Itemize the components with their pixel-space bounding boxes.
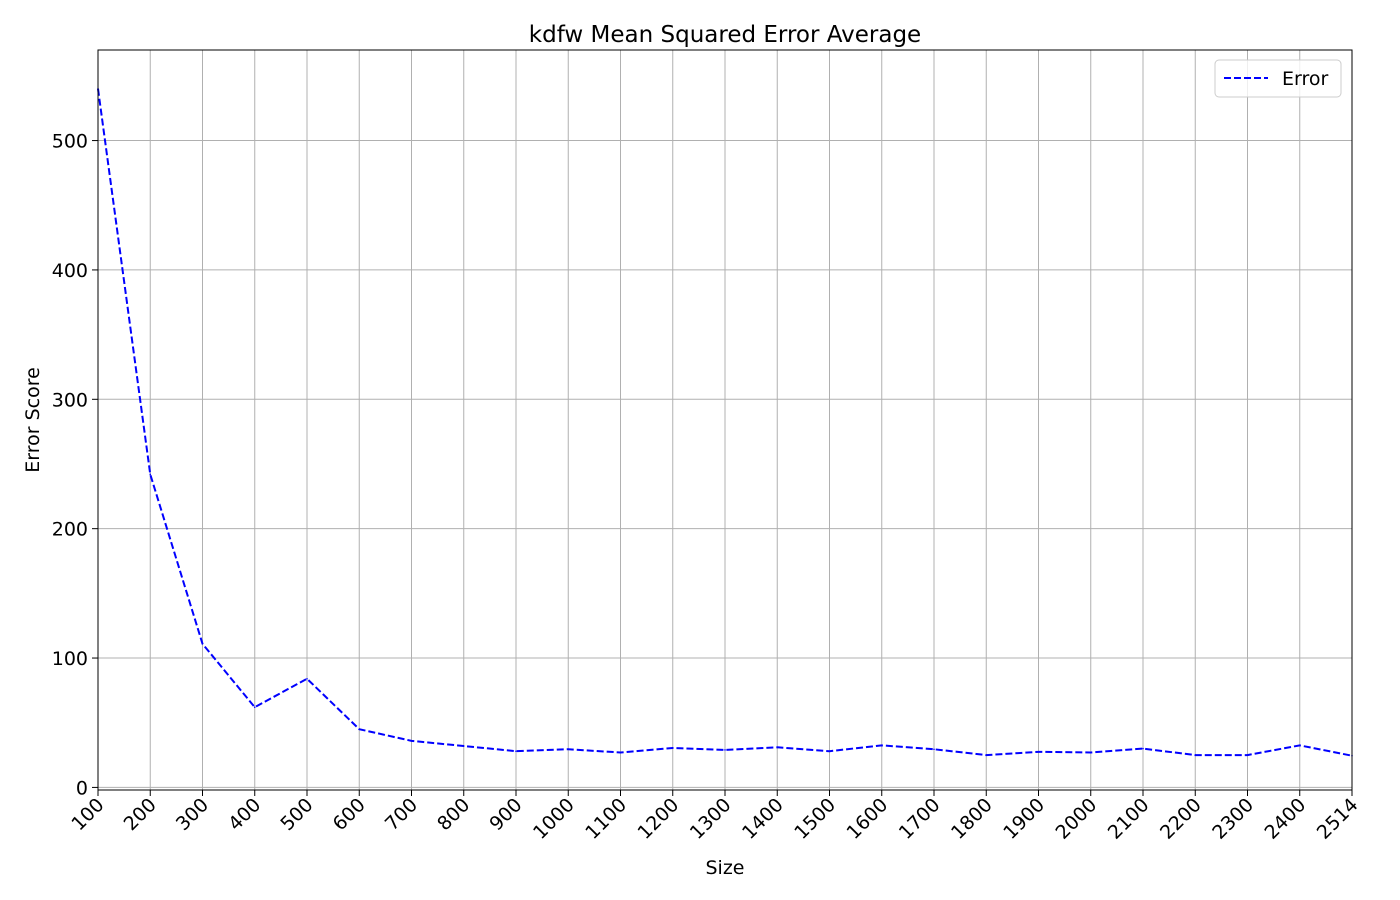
- data-point: [985, 754, 988, 756]
- y-tick-label: 100: [52, 648, 88, 670]
- data-point: [410, 740, 413, 742]
- data-point: [671, 747, 674, 749]
- data-point: [724, 749, 726, 751]
- y-tick-label: 400: [52, 260, 88, 282]
- data-point: [933, 748, 935, 751]
- x-tick-label: 1900: [999, 794, 1049, 844]
- x-tick-label: 1000: [529, 794, 579, 844]
- x-tick-label: 1200: [634, 794, 684, 844]
- x-tick-label: 600: [329, 794, 370, 835]
- x-tick-label: 700: [381, 794, 422, 835]
- x-tick-label: 900: [485, 794, 526, 835]
- x-tick-label: 300: [172, 794, 213, 835]
- data-point: [1246, 754, 1249, 756]
- data-point: [306, 677, 308, 680]
- data-point: [776, 746, 779, 749]
- data-point: [358, 728, 361, 730]
- x-tick-label: 1800: [947, 794, 997, 844]
- x-tick-label: 2100: [1104, 794, 1154, 844]
- x-tick-label: 100: [67, 794, 108, 835]
- x-tick-label: 2514: [1313, 794, 1363, 844]
- x-tick-label: 400: [224, 794, 265, 835]
- x-tick-label: 500: [276, 794, 317, 835]
- y-tick-label: 200: [52, 519, 88, 541]
- y-tick-label: 0: [76, 777, 88, 799]
- x-tick-label: 1700: [895, 794, 945, 844]
- x-tick-label: 2300: [1208, 794, 1258, 844]
- data-point: [515, 750, 517, 752]
- data-point: [253, 706, 256, 709]
- data-point: [1089, 751, 1092, 754]
- x-tick-label: 2000: [1052, 794, 1102, 844]
- x-tick-label: 1300: [686, 794, 736, 844]
- data-point: [149, 473, 152, 476]
- data-point: [1037, 751, 1040, 753]
- chart-title: kdfw Mean Squared Error Average: [529, 22, 921, 48]
- legend-label-error: Error: [1282, 68, 1329, 90]
- x-axis-ticks: 100 200 300 400 500 600 700 800 900 1000 1100 1200 1…: [67, 790, 1363, 844]
- x-axis-label: Size: [705, 857, 744, 879]
- series-layer: [97, 88, 1353, 757]
- grid: [97, 50, 1353, 790]
- data-point: [619, 751, 622, 754]
- data-point: [1194, 754, 1197, 756]
- legend: Error: [1214, 59, 1342, 98]
- legend-box: [1214, 59, 1342, 98]
- data-point: [1298, 744, 1301, 747]
- x-tick-label: 1500: [790, 794, 840, 844]
- y-axis-ticks: 0 100 200 300 400 500: [52, 131, 98, 799]
- data-point: [201, 643, 204, 645]
- data-point: [828, 750, 831, 752]
- data-point: [462, 745, 465, 747]
- data-point: [880, 744, 883, 747]
- y-tick-label: 300: [52, 389, 88, 411]
- x-tick-label: 2400: [1261, 794, 1311, 844]
- data-point: [1142, 747, 1144, 750]
- y-axis-label: Error Score: [22, 367, 44, 473]
- x-tick-label: 200: [120, 794, 161, 835]
- x-tick-label: 1100: [581, 794, 631, 844]
- x-tick-label: 800: [433, 794, 474, 835]
- x-tick-label: 2200: [1156, 794, 1206, 844]
- x-tick-label: 1400: [738, 794, 788, 844]
- data-point: [567, 748, 570, 751]
- y-tick-label: 500: [52, 131, 88, 153]
- x-tick-label: 1600: [843, 794, 893, 844]
